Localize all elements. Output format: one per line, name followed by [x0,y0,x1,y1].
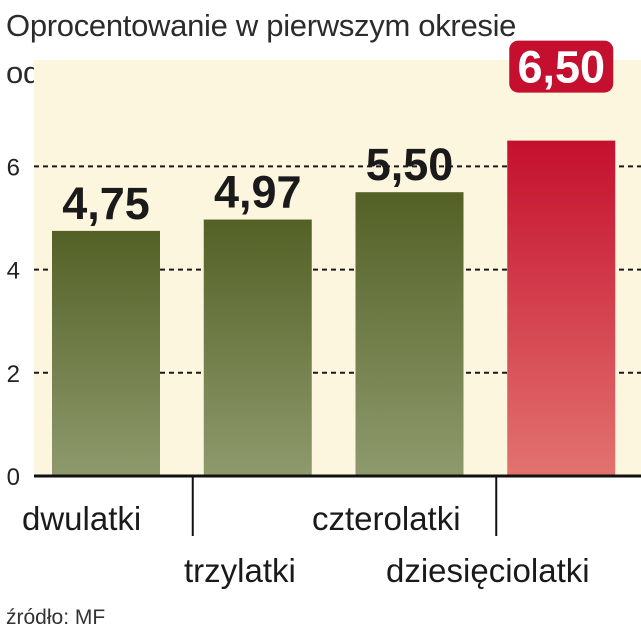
bar-2 [355,192,464,476]
category-label: dwulatki [22,500,141,537]
value-label: 6,50 [517,42,605,93]
y-tick-label: 2 [7,361,20,388]
value-label: 5,50 [366,139,454,190]
category-label: dziesięciolatki [386,552,590,589]
category-label: trzylatki [184,552,296,589]
bar-0 [52,230,160,476]
y-tick-label: 6 [7,154,20,181]
y-tick-label: 0 [7,464,20,491]
bar-1 [203,219,312,476]
source-note: źródło: MF [6,606,106,629]
highlight-badge [509,40,614,93]
value-label: 4,97 [214,167,302,218]
y-tick-label: 4 [7,258,20,285]
category-label: czterolatki [312,500,461,537]
bar-3 [507,140,616,476]
value-label: 4,75 [62,178,150,229]
